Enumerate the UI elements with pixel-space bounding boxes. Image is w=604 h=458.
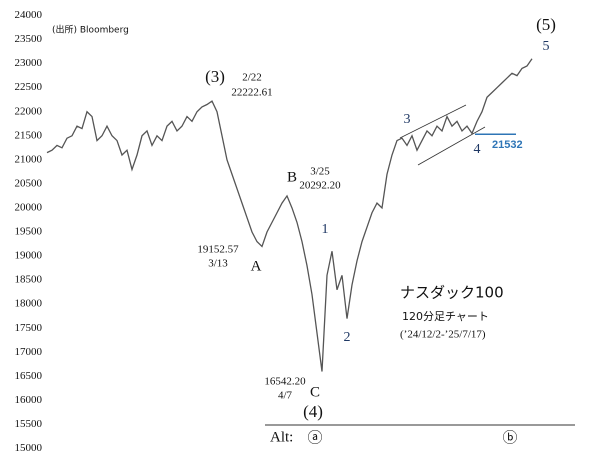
annotation: (’24/12/2-’25/7/17) bbox=[400, 329, 486, 341]
y-tick-label: 18500 bbox=[15, 274, 43, 286]
y-tick-label: 19500 bbox=[15, 226, 43, 238]
annotation: (3) bbox=[205, 67, 225, 86]
annotation: 19152.57 bbox=[197, 244, 239, 256]
annotation: 3 bbox=[404, 112, 411, 127]
annotation: Alt: bbox=[270, 429, 293, 445]
y-tick-label: 22000 bbox=[15, 105, 43, 117]
annotation: ⓑ bbox=[502, 429, 517, 447]
y-tick-label: 19000 bbox=[15, 250, 43, 262]
y-tick-label: 15500 bbox=[15, 418, 43, 430]
annotation: ナスダック100 bbox=[400, 284, 504, 302]
annotation: 1 bbox=[322, 222, 329, 237]
annotation: 22222.61 bbox=[231, 87, 272, 99]
y-tick-label: 16000 bbox=[15, 394, 43, 406]
y-tick-label: 20500 bbox=[15, 177, 43, 189]
annotation: 3/13 bbox=[208, 258, 228, 270]
y-tick-label: 23500 bbox=[15, 33, 43, 45]
annotation: B bbox=[287, 169, 297, 185]
annotation: (4) bbox=[303, 402, 323, 421]
reference-label: 21532 bbox=[492, 139, 523, 151]
y-tick-label: 21500 bbox=[15, 129, 43, 141]
y-tick-label: 21000 bbox=[15, 153, 43, 165]
y-tick-label: 20000 bbox=[15, 201, 43, 213]
y-tick-label: 15000 bbox=[15, 442, 43, 454]
y-tick-label: 18000 bbox=[15, 298, 43, 310]
y-tick-label: 23000 bbox=[15, 57, 43, 69]
y-tick-label: 16500 bbox=[15, 370, 43, 382]
channel bbox=[399, 104, 486, 166]
annotation: A bbox=[251, 258, 262, 274]
y-tick-label: 24000 bbox=[15, 9, 43, 21]
annotation: 5 bbox=[543, 39, 550, 54]
source: (出所) Bloomberg bbox=[52, 24, 129, 36]
price-line bbox=[46, 58, 533, 372]
annotation: 16542.20 bbox=[264, 376, 306, 388]
y-tick-label: 22500 bbox=[15, 81, 43, 93]
y-tick-label: 17500 bbox=[15, 322, 43, 334]
annotation: 2 bbox=[344, 330, 351, 345]
annotation: 20292.20 bbox=[299, 180, 341, 192]
annotation: 4/7 bbox=[278, 390, 293, 402]
annotation: 2/22 bbox=[242, 72, 262, 84]
annotation: C bbox=[310, 384, 320, 400]
annotation: 3/25 bbox=[310, 166, 330, 178]
annotation: 120分足チャート bbox=[402, 310, 489, 323]
annotation: (5) bbox=[536, 15, 556, 34]
annotation: ⓐ bbox=[307, 429, 322, 447]
y-tick-label: 17000 bbox=[15, 346, 43, 358]
annotation: 4 bbox=[474, 142, 481, 157]
